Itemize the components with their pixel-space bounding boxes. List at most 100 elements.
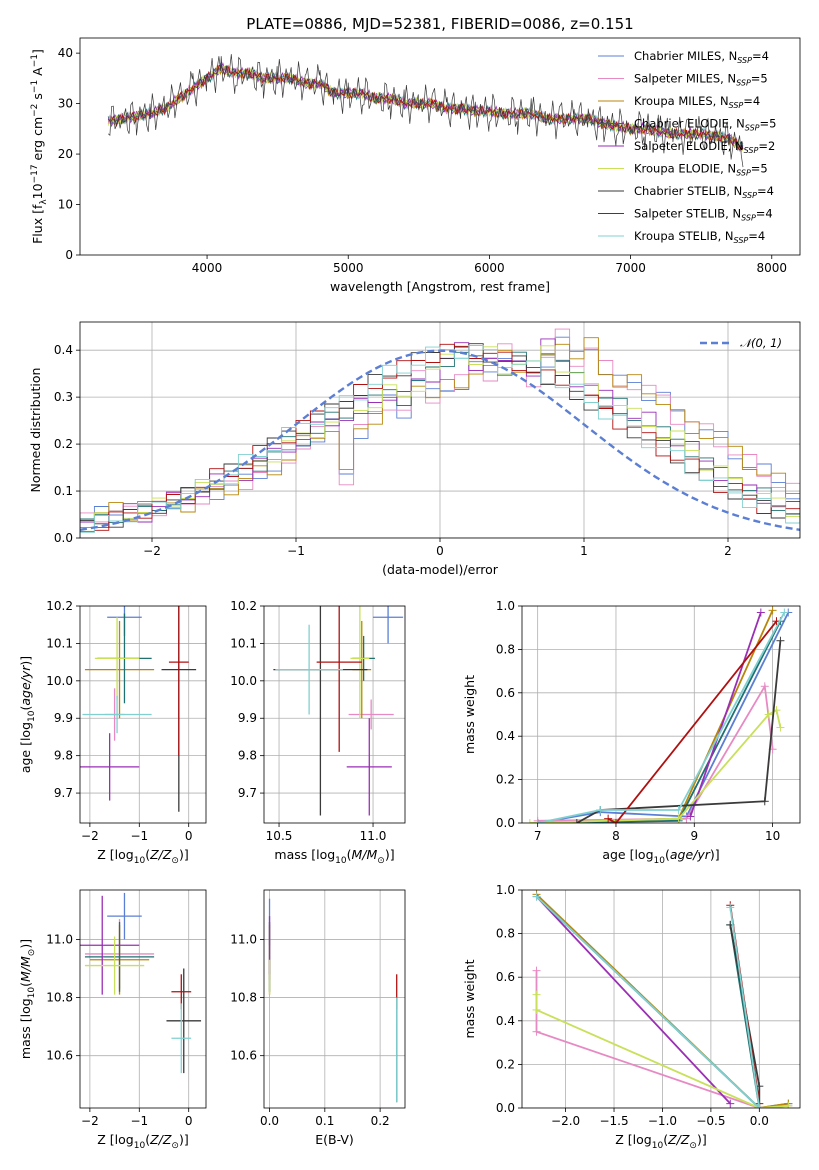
plus-marker	[596, 805, 605, 814]
plus-marker	[674, 814, 683, 823]
plus-marker	[572, 819, 581, 823]
errorbar-point	[80, 895, 140, 995]
x-tick-label: −2	[81, 829, 99, 843]
y-tick-label: 40	[58, 46, 73, 60]
x-tick-label: 0	[185, 1114, 193, 1128]
x-tick-label: 2	[724, 544, 732, 558]
x-tick-label: 0	[436, 544, 444, 558]
weight-series-2	[537, 609, 774, 823]
y-tick-label: 9.8	[238, 749, 257, 763]
weight-series-6	[576, 640, 782, 823]
weight-series-4	[535, 895, 731, 1105]
plot-area-age-vs-mass	[264, 606, 405, 823]
xlabel-part: E(B-V)	[315, 1132, 354, 1147]
xlabel-part: (	[145, 847, 150, 862]
xlabel-label: wavelength [Angstrom, rest frame]	[330, 279, 550, 294]
histogram-series-8	[80, 345, 800, 538]
ylabel-part: ]	[30, 49, 45, 54]
xlabel-label: age [log10(age/yr)]	[602, 847, 719, 866]
errorbar-point	[84, 620, 155, 719]
xlabel-part: 10	[335, 856, 347, 866]
plot-area-mass-weight-vs-Z	[522, 890, 800, 1108]
spectrum-series-4	[107, 61, 744, 149]
errorbar-point	[350, 606, 370, 719]
y-tick-label: 0.0	[496, 816, 515, 830]
chart-age-vs-mass: 10.5 11.0 9.7 9.8 9.9 10.0 10.1 10.2 mass [log10…	[230, 599, 406, 866]
plus-marker	[525, 819, 534, 823]
plus-marker	[768, 606, 777, 615]
y-tick-label: 0.6	[496, 970, 515, 984]
xlabel-part: age/yr	[670, 847, 711, 862]
x-tick-label: 10	[765, 829, 780, 843]
weight-series-7	[607, 620, 778, 823]
x-tick-label: 9	[690, 829, 698, 843]
plus-marker	[760, 797, 769, 806]
ylabel-part: 10	[30, 183, 45, 199]
y-tick-label: 0.2	[496, 773, 515, 787]
axes-frame	[521, 889, 801, 1109]
y-tick-label: 0.2	[54, 437, 73, 451]
xlabel-part: )]	[179, 1132, 189, 1147]
y-tick-label: 0.0	[496, 1101, 515, 1115]
y-tick-label: 30	[58, 97, 73, 111]
y-tick-label: 10.2	[46, 599, 73, 613]
plus-marker	[533, 819, 542, 823]
x-tick-label: 0	[185, 829, 193, 843]
legend-entry: Salpeter STELIB, NSSP=4	[634, 207, 773, 223]
plus-marker	[532, 990, 541, 999]
y-tick-label: 10.0	[230, 674, 257, 688]
xlabel-part: Z [log	[97, 1132, 133, 1147]
errorbar-point	[107, 892, 142, 940]
y-tick-label: 9.8	[54, 749, 73, 763]
weight-series-4	[689, 612, 762, 817]
errorbar-point	[171, 1003, 192, 1074]
plot-area-mass-vs-EBV	[264, 890, 405, 1108]
plot-area-residuals	[80, 322, 800, 538]
plot-area-spectrum	[107, 54, 744, 168]
legend-entry: Chabrier ELODIE, NSSP=5	[634, 117, 776, 133]
y-tick-label: 1.0	[496, 599, 515, 613]
legend-entry: Kroupa MILES, NSSP=4	[634, 94, 760, 110]
xlabel-part: Z [log	[97, 847, 133, 862]
xlabel-part: 10	[652, 1141, 664, 1151]
xlabel-part: ⊙	[377, 856, 385, 866]
y-tick-label: 9.7	[238, 786, 257, 800]
xlabel-part: Z [log	[615, 1132, 651, 1147]
legend-entry: 𝒩(0, 1)	[740, 336, 782, 350]
chart-mass-vs-EBV: 0.0 0.1 0.2 10.6 10.8 11.0 E(B-V)	[230, 889, 406, 1147]
xlabel-part: Z/Z	[667, 1132, 690, 1147]
x-tick-label: 7000	[615, 261, 646, 275]
x-tick-label: 11.0	[360, 829, 387, 843]
chart-mass-vs-Z: −2 −1 010.610.811.0Z [log10(Z/Z⊙)]mass [lo…	[18, 889, 207, 1151]
ylabel-part: −2	[30, 104, 40, 117]
plus-marker	[776, 636, 785, 645]
x-tick-label: 7	[534, 829, 542, 843]
xlabel-part: (	[665, 847, 670, 862]
weight-series-8	[535, 895, 761, 1108]
weight-series-5	[529, 708, 782, 823]
y-tick-label: 10.1	[46, 636, 73, 650]
y-tick-label: 0	[65, 248, 73, 262]
xlabel-part: )]	[179, 847, 189, 862]
ylabel-part: M/M	[18, 956, 33, 982]
y-tick-label: 10	[58, 198, 73, 212]
x-tick-label: 4000	[192, 261, 223, 275]
ylabel-part: λ	[39, 199, 49, 205]
ylabel-part: A	[30, 67, 45, 80]
ylabel-label: mass weight	[462, 675, 477, 754]
ylabel-part: 10	[27, 987, 37, 999]
xlabel-label: Z [log10(Z/Z⊙)]	[97, 847, 188, 866]
x-tick-label: 0.2	[371, 1114, 390, 1128]
chart-age-vs-Z: −2 −1 09.79.89.910.010.110.2Z [log10(Z/Z⊙)…	[18, 599, 207, 866]
plus-marker	[532, 1027, 541, 1036]
errorbar-point	[94, 617, 140, 700]
errorbar-point	[80, 733, 140, 801]
plus-marker	[532, 966, 541, 975]
errorbar-point	[168, 606, 189, 756]
xlabel-part: Z/Z	[149, 847, 172, 862]
xlabel-part: (	[347, 847, 352, 862]
legend-entry: Kroupa STELIB, NSSP=4	[634, 229, 765, 245]
plus-marker	[604, 814, 613, 823]
x-tick-label: −1	[130, 1114, 148, 1128]
